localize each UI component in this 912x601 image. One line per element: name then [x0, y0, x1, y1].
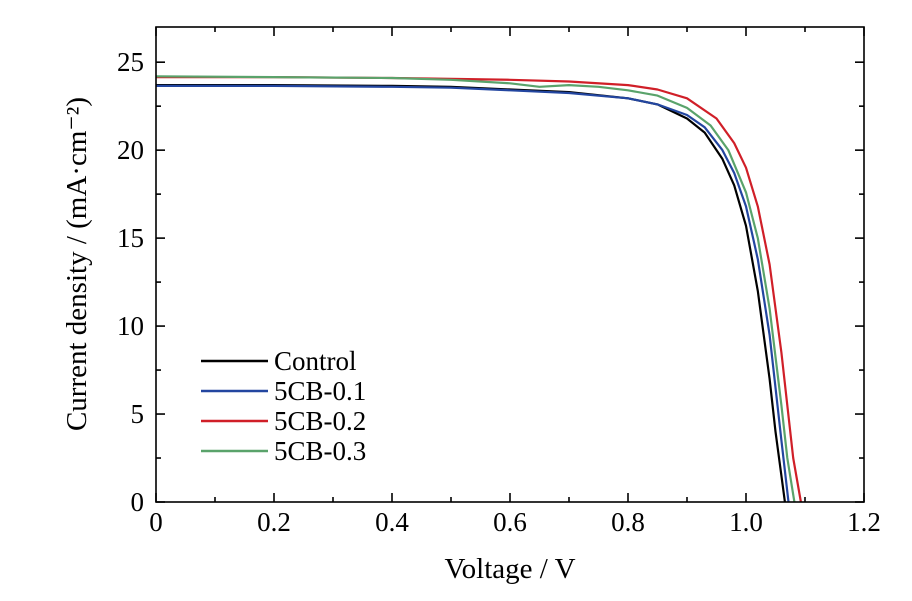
series-lines	[155, 75, 802, 503]
series-line-5cb-0-1	[156, 84, 790, 503]
legend-label-5cb-0-2: 5CB-0.2	[274, 406, 366, 436]
x-tick-label: 0	[149, 507, 163, 537]
y-tick-label: 5	[131, 399, 145, 429]
y-tick-label: 15	[117, 223, 144, 253]
y-tick-label: 10	[117, 311, 144, 341]
tick-labels: 0 0.2 0.4 0.6 0.8 1.0 1.2 0 5 10 15 20 25	[117, 47, 881, 537]
legend-label-5cb-0-1: 5CB-0.1	[274, 376, 366, 406]
y-axis-title: Current density / (mA·cm⁻²)	[61, 97, 93, 431]
x-tick-label: 1.2	[847, 507, 881, 537]
x-tick-label: 0.8	[611, 507, 645, 537]
y-tick-label: 0	[131, 487, 145, 517]
y-tick-label: 20	[117, 135, 144, 165]
x-tick-label: 0.2	[257, 507, 291, 537]
series-line-control	[156, 83, 786, 503]
y-tick-label: 25	[117, 47, 144, 77]
x-tick-label: 0.6	[493, 507, 527, 537]
x-tick-label: 0.4	[375, 507, 409, 537]
x-tick-label: 1.0	[729, 507, 763, 537]
legend-label-control: Control	[274, 346, 357, 376]
legend-label-5cb-0-3: 5CB-0.3	[274, 436, 366, 466]
x-axis-title: Voltage / V	[444, 553, 575, 585]
series-line-5cb-0-3	[155, 75, 796, 503]
series-line-5cb-0-2	[156, 75, 802, 503]
plot-frame	[155, 26, 865, 503]
